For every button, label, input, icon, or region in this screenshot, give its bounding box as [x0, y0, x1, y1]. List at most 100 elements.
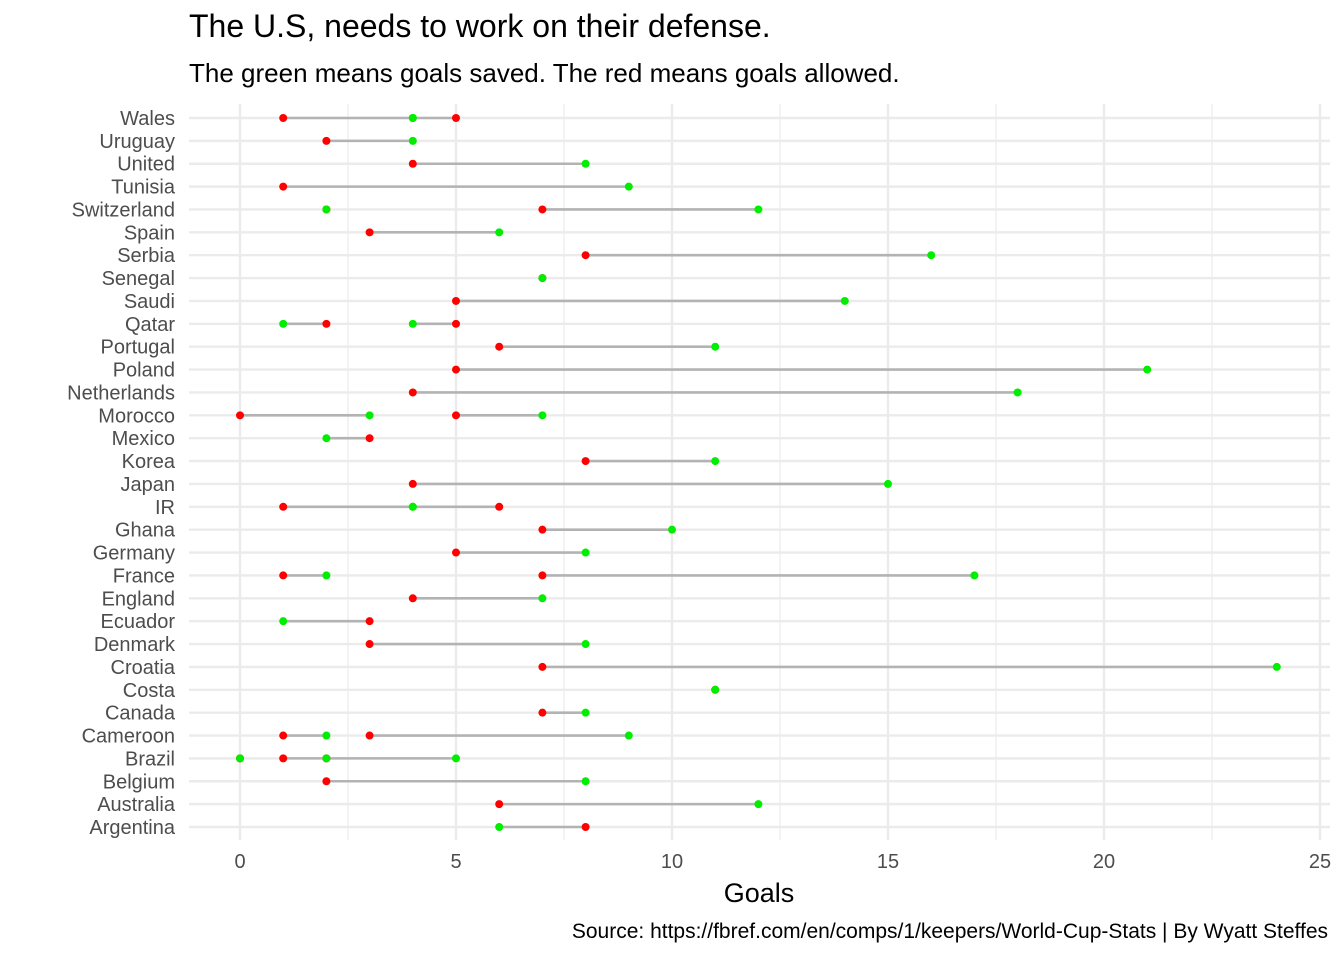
goals-allowed-point [538, 708, 547, 717]
goals-saved-point [711, 685, 720, 694]
y-tick-label: Serbia [117, 245, 176, 267]
goals-allowed-point [322, 136, 331, 145]
y-tick-label: Senegal [102, 268, 175, 290]
chart-title: The U.S, needs to work on their defense. [189, 8, 771, 44]
goals-saved-point [884, 479, 892, 488]
goals-saved-point [581, 777, 590, 786]
goals-allowed-point [581, 457, 590, 466]
y-tick-label: Wales [120, 108, 175, 130]
goals-allowed-point [236, 411, 244, 420]
goals-saved-point [970, 571, 979, 580]
y-tick-label: Japan [121, 474, 176, 496]
goals-saved-point [581, 708, 590, 717]
goals-allowed-point [452, 319, 460, 328]
goals-saved-point [538, 274, 547, 283]
goals-saved-point [365, 411, 374, 420]
goals-allowed-point [408, 159, 417, 168]
x-tick-label: 20 [1093, 851, 1115, 873]
goals-allowed-point [538, 662, 547, 671]
goals-allowed-point [495, 800, 504, 809]
goals-saved-point [408, 136, 417, 145]
y-tick-label: Korea [122, 451, 176, 473]
goals-allowed-point [365, 617, 374, 626]
y-tick-label: Brazil [125, 748, 175, 770]
y-tick-label: Denmark [94, 634, 176, 656]
goals-allowed-point [495, 502, 504, 511]
y-tick-label: Netherlands [67, 382, 175, 404]
goals-saved-point [581, 159, 590, 168]
goals-allowed-point [322, 319, 331, 328]
y-tick-label: Qatar [125, 314, 175, 336]
goals-saved-point [322, 571, 331, 580]
goals-allowed-point [279, 571, 288, 580]
dumbbell-points [236, 114, 1281, 831]
goals-saved-point [927, 251, 936, 260]
y-tick-label: Ghana [115, 520, 176, 542]
goals-saved-point [754, 800, 763, 809]
goals-saved-point [495, 823, 504, 831]
goals-saved-point [495, 228, 504, 237]
goals-allowed-point [495, 342, 504, 351]
y-tick-label: Poland [113, 360, 175, 382]
goals-allowed-point [538, 571, 547, 580]
goals-saved-point [538, 411, 547, 420]
goals-allowed-point [452, 296, 460, 305]
goals-allowed-point [452, 548, 460, 557]
x-tick-label: 10 [661, 851, 683, 873]
goals-saved-point [668, 525, 676, 534]
y-tick-label: Mexico [112, 428, 175, 450]
goals-allowed-point [365, 640, 374, 649]
y-tick-label: United [117, 154, 175, 176]
goals-saved-point [1272, 662, 1281, 671]
y-tick-label: Morocco [98, 405, 175, 427]
goals-allowed-point [581, 823, 590, 831]
goals-saved-point [711, 342, 720, 351]
x-tick-label: 5 [450, 851, 461, 873]
goals-allowed-point [408, 479, 417, 488]
x-tick-label: 15 [877, 851, 899, 873]
goals-saved-point [581, 548, 590, 557]
y-tick-label: Costa [123, 680, 176, 702]
goals-allowed-point [452, 114, 460, 122]
goals-allowed-point [365, 434, 374, 443]
goals-saved-point [322, 754, 331, 763]
goals-allowed-point [408, 388, 417, 397]
goals-saved-point [279, 617, 288, 626]
goals-saved-point [236, 754, 244, 763]
goals-saved-point [1143, 365, 1152, 374]
goals-saved-point [322, 731, 331, 740]
x-axis-title: Goals [724, 878, 795, 908]
y-tick-label: Cameroon [82, 726, 175, 748]
y-tick-label: IR [155, 497, 175, 519]
y-axis-tick-labels: WalesUruguayUnitedTunisiaSwitzerlandSpai… [67, 108, 176, 839]
goals-saved-point [538, 594, 547, 603]
goals-allowed-point [581, 251, 590, 260]
y-tick-label: France [113, 565, 175, 587]
y-tick-label: Argentina [89, 817, 175, 839]
goals-allowed-point [365, 228, 374, 237]
chart-subtitle: The green means goals saved. The red mea… [189, 58, 900, 88]
x-tick-label: 25 [1309, 851, 1331, 873]
y-tick-label: Croatia [111, 657, 176, 679]
goals-allowed-point [322, 777, 331, 786]
y-tick-label: Tunisia [111, 177, 176, 199]
y-tick-label: Saudi [124, 291, 175, 313]
y-tick-label: Ecuador [101, 611, 176, 633]
goals-saved-point [322, 434, 331, 443]
y-tick-label: Australia [97, 794, 176, 816]
goals-saved-point [279, 319, 288, 328]
goals-saved-point [452, 754, 460, 763]
y-tick-label: Spain [124, 222, 175, 244]
goals-saved-point [624, 731, 633, 740]
goals-allowed-point [408, 594, 417, 603]
goals-saved-point [581, 640, 590, 649]
goals-allowed-point [279, 731, 288, 740]
goals-allowed-point [279, 754, 288, 763]
chart-caption: Source: https://fbref.com/en/comps/1/kee… [571, 920, 1328, 943]
goals-allowed-point [279, 182, 288, 191]
goals-allowed-point [538, 525, 547, 534]
goals-allowed-point [279, 502, 288, 511]
x-axis-tick-labels: 0 5 10 15 20 25 [234, 851, 1331, 873]
goals-saved-point [711, 457, 720, 466]
